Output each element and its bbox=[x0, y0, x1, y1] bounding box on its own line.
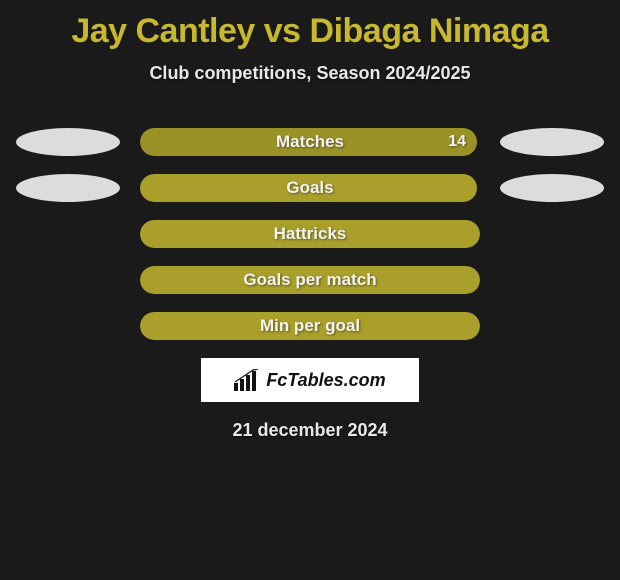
stat-row: Goals per match bbox=[0, 266, 620, 294]
stat-value: 14 bbox=[448, 133, 466, 151]
page-title: Jay Cantley vs Dibaga Nimaga bbox=[0, 12, 620, 51]
left-pill bbox=[16, 128, 120, 156]
stat-row: Goals bbox=[0, 174, 620, 202]
right-pill bbox=[500, 266, 604, 294]
stat-bar: Hattricks bbox=[140, 220, 480, 248]
stat-label: Goals bbox=[140, 178, 480, 198]
right-pill bbox=[500, 174, 604, 202]
logo-icon bbox=[234, 369, 260, 391]
comparison-container: Jay Cantley vs Dibaga Nimaga Club compet… bbox=[0, 0, 620, 441]
stat-bar: Matches14 bbox=[140, 128, 480, 156]
stat-label: Matches bbox=[140, 132, 480, 152]
logo: FcTables.com bbox=[234, 369, 385, 391]
logo-text: FcTables.com bbox=[266, 370, 385, 391]
left-pill bbox=[16, 220, 120, 248]
left-pill bbox=[16, 266, 120, 294]
right-pill bbox=[500, 312, 604, 340]
stat-bar: Goals bbox=[140, 174, 480, 202]
stat-bar: Goals per match bbox=[140, 266, 480, 294]
stat-row: Hattricks bbox=[0, 220, 620, 248]
stat-label: Hattricks bbox=[140, 224, 480, 244]
left-pill bbox=[16, 174, 120, 202]
stat-row: Matches14 bbox=[0, 128, 620, 156]
stat-label: Goals per match bbox=[140, 270, 480, 290]
stats-block: Matches14 Goals Hattricks Goals per match Mi… bbox=[0, 128, 620, 340]
stat-label: Min per goal bbox=[140, 316, 480, 336]
date-text: 21 december 2024 bbox=[0, 420, 620, 441]
right-pill bbox=[500, 128, 604, 156]
left-pill bbox=[16, 312, 120, 340]
stat-bar: Min per goal bbox=[140, 312, 480, 340]
stat-row: Min per goal bbox=[0, 312, 620, 340]
right-pill bbox=[500, 220, 604, 248]
page-subtitle: Club competitions, Season 2024/2025 bbox=[0, 63, 620, 84]
logo-box: FcTables.com bbox=[201, 358, 419, 402]
